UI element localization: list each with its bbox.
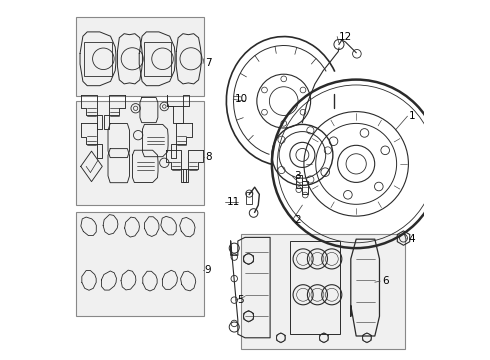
Text: 7: 7	[205, 58, 212, 68]
Text: 4: 4	[408, 234, 415, 244]
Bar	[302, 181, 309, 194]
Bar	[76, 17, 204, 96]
Text: 2: 2	[294, 215, 301, 225]
Bar	[76, 212, 204, 316]
Text: 12: 12	[339, 32, 352, 41]
Text: 1: 1	[409, 111, 416, 121]
Text: 8: 8	[205, 152, 212, 162]
Text: 5: 5	[237, 295, 244, 305]
Bar	[76, 101, 204, 205]
Text: 10: 10	[235, 94, 248, 104]
Bar	[84, 41, 112, 76]
Text: 11: 11	[226, 197, 240, 207]
Bar	[246, 192, 252, 204]
Bar	[144, 41, 172, 76]
Text: 3: 3	[294, 171, 301, 181]
Bar	[242, 234, 405, 348]
Bar	[290, 241, 340, 334]
Bar	[295, 175, 302, 188]
Text: 6: 6	[382, 276, 389, 286]
Text: 9: 9	[205, 265, 212, 275]
